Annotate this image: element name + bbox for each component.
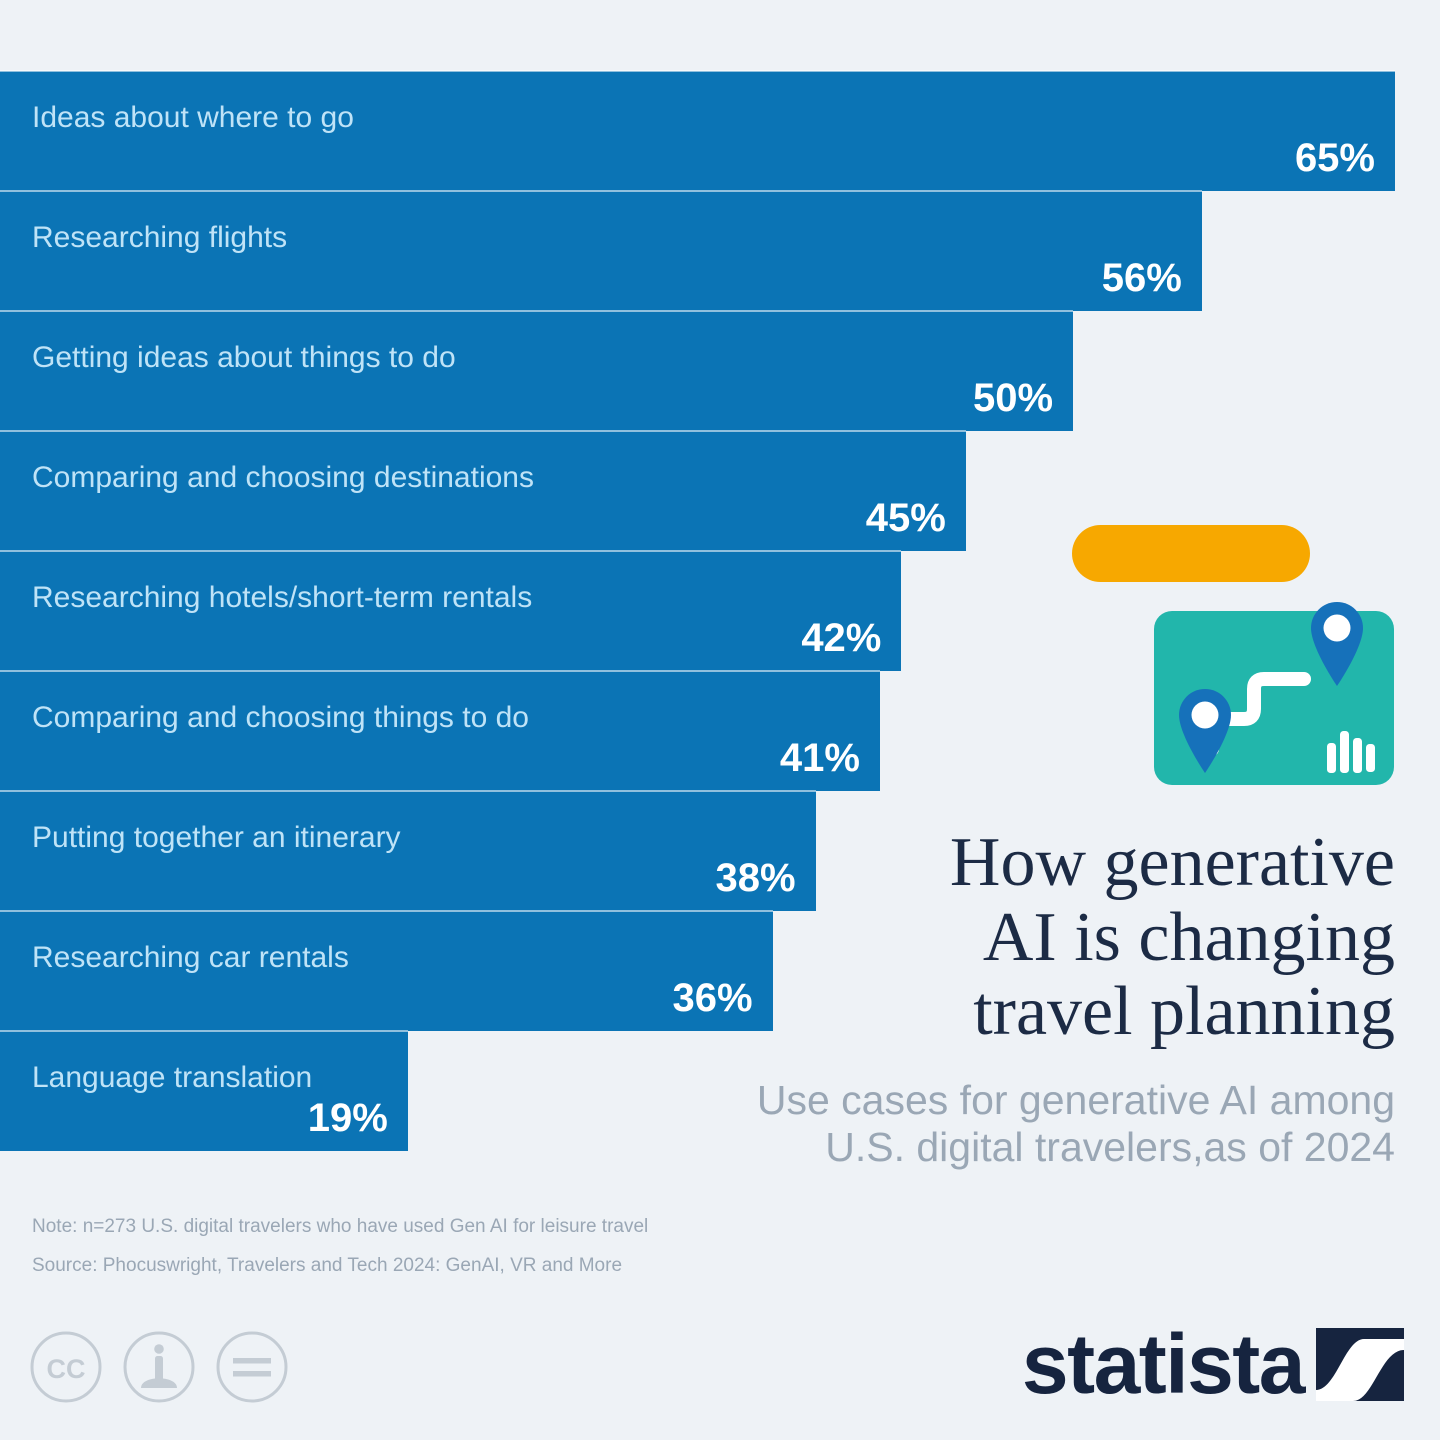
svg-text:CC: CC (47, 1354, 86, 1384)
